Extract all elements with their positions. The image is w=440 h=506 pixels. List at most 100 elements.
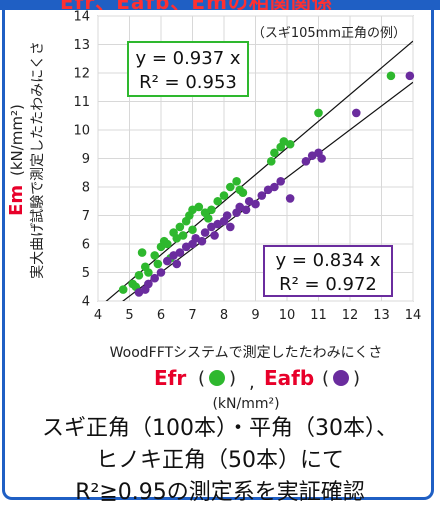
- efr-point-31: [266, 157, 276, 166]
- caption-line-3: R²≧0.95の測定系を実証確認: [75, 480, 365, 505]
- y-tick-label-2: 6: [82, 238, 90, 253]
- efr-point-5: [137, 248, 147, 257]
- x-tick-label-3: 7: [188, 308, 196, 323]
- efr-point-32: [270, 148, 279, 158]
- y-axis-label: 実大曲げ試験で測定したたわみにくさ: [30, 41, 46, 279]
- eafb-point-8: [175, 248, 185, 257]
- eafb-point-7: [172, 259, 182, 269]
- eafb-point-27: [270, 182, 279, 192]
- eafb-point-4: [156, 268, 166, 277]
- caption-line-2: ヒノキ正角（50本）にて: [96, 448, 344, 473]
- eafb-point-2: [144, 279, 153, 289]
- y-tick-label-0: 4: [82, 295, 90, 310]
- eafb-fit-equation: y = 0.834 x: [275, 250, 380, 271]
- efr-point-0: [118, 285, 128, 294]
- eafb-point-3: [150, 273, 159, 283]
- efr-point-16: [178, 231, 188, 240]
- efr-legend-dot: [209, 370, 225, 386]
- efr-point-35: [285, 139, 295, 149]
- y-tick-label-8: 12: [73, 67, 90, 82]
- y-axis-label-em: Em: [6, 185, 27, 216]
- eafb-point-5: [163, 256, 172, 266]
- efr-point-8: [153, 259, 163, 269]
- eafb-point-24: [251, 199, 260, 209]
- efr-point-7: [150, 251, 159, 260]
- x-tick-label-5: 9: [251, 308, 259, 323]
- efr-point-11: [163, 239, 172, 249]
- eafb-point-12: [197, 236, 207, 246]
- eafb-point-25: [257, 191, 267, 200]
- efr-fit-line: [105, 40, 413, 301]
- svg-text:Em (kN/mm²): Em (kN/mm²): [6, 104, 27, 216]
- x-axis-unit: (kN/mm²): [212, 396, 279, 412]
- efr-point-27: [226, 182, 235, 192]
- eafb-fit-box: [263, 245, 393, 297]
- x-tick-label-0: 4: [94, 308, 102, 323]
- x-tick-label-4: 8: [220, 308, 228, 323]
- x-tick-label-8: 12: [342, 308, 359, 323]
- title-bar: Efr、Eafb、Emの相関関係: [0, 0, 440, 10]
- efr-point-6: [144, 268, 153, 277]
- chart-note: （スギ105mm正角の例）: [252, 26, 406, 41]
- eafb-point-15: [210, 231, 219, 240]
- x-axis-label-eafb-paren-close: ): [353, 368, 360, 389]
- y-tick-label-3: 7: [82, 209, 90, 224]
- efr-point-26: [219, 191, 229, 200]
- efr-r2-label: R² = 0.953: [139, 72, 237, 93]
- efr-fit-box: [127, 41, 249, 97]
- x-axis-label-comma: ,: [249, 372, 255, 393]
- efr-point-30: [238, 188, 248, 197]
- page-title: Efr、Eafb、Emの相関関係: [60, 0, 333, 10]
- data-points: [118, 71, 415, 297]
- efr-point-3: [134, 271, 144, 280]
- efr-point-20: [188, 225, 197, 235]
- content-frame: [2, 0, 434, 500]
- efr-point-21: [194, 202, 204, 212]
- eafb-legend-dot: [333, 370, 349, 386]
- y-tick-label-5: 9: [82, 152, 90, 167]
- x-axis-label-eafb-paren: (: [322, 368, 329, 389]
- eafb-point-30: [301, 157, 311, 166]
- caption-line-1: スギ正角（100本）・平角（30本）、: [42, 416, 398, 441]
- efr-point-36: [314, 108, 323, 118]
- eafb-point-35: [405, 71, 415, 81]
- eafb-point-13: [200, 228, 210, 237]
- eafb-point-34: [352, 108, 361, 118]
- eafb-point-29: [285, 194, 295, 203]
- efr-fit-equation: y = 0.937 x: [135, 48, 240, 69]
- y-tick-label-4: 8: [82, 181, 90, 196]
- y-tick-label-1: 5: [82, 266, 90, 281]
- svg-text:実大曲げ試験で測定したたわみにくさ: 実大曲げ試験で測定したたわみにくさ: [30, 41, 46, 279]
- x-axis-label-eafb: Eafb: [264, 366, 314, 390]
- eafb-point-19: [226, 222, 235, 232]
- scatter-chart: 4 5 6 7 8 9 10 11 12 13 14 4 5 6 7 8 9 10 11 12 13 14 （スギ105…: [6, 10, 421, 413]
- y-tick-label-9: 13: [73, 38, 90, 53]
- efr-point-28: [232, 177, 241, 186]
- y-tick-labels: 4 5 6 7 8 9 10 11 12 13 14: [73, 10, 90, 310]
- x-tick-label-6: 10: [279, 308, 296, 323]
- x-tick-label-9: 13: [373, 308, 390, 323]
- y-axis-label-unit: (kN/mm²): [8, 104, 26, 176]
- efr-point-25: [213, 196, 222, 206]
- y-tick-label-10: 14: [73, 10, 90, 25]
- eafb-point-33: [317, 154, 326, 163]
- x-tick-label-1: 5: [125, 308, 133, 323]
- y-axis-label-main-group: Em (kN/mm²): [6, 104, 27, 216]
- eafb-point-22: [241, 205, 251, 215]
- efr-point-15: [175, 222, 185, 232]
- x-axis-label-efr-paren: (: [198, 368, 205, 389]
- efr-point-37: [386, 71, 396, 81]
- efr-point-23: [203, 214, 213, 223]
- eafb-point-18: [222, 211, 232, 220]
- y-tick-label-7: 11: [73, 95, 90, 110]
- x-tick-label-7: 11: [310, 308, 327, 323]
- x-tick-label-10: 14: [405, 308, 422, 323]
- y-axis-label-prefix: 実大曲げ試験で測定したたわみにくさ: [30, 41, 46, 279]
- y-tick-label-6: 10: [73, 124, 90, 139]
- x-tick-label-2: 6: [157, 308, 165, 323]
- eafb-point-28: [276, 177, 286, 186]
- x-axis-label-efr-paren-close: ): [229, 368, 236, 389]
- eafb-r2-label: R² = 0.972: [279, 274, 377, 295]
- x-tick-labels: 4 5 6 7 8 9 10 11 12 13 14: [94, 308, 421, 323]
- x-axis-label: WoodFFTシステムで測定したたわみにくさ: [110, 345, 383, 361]
